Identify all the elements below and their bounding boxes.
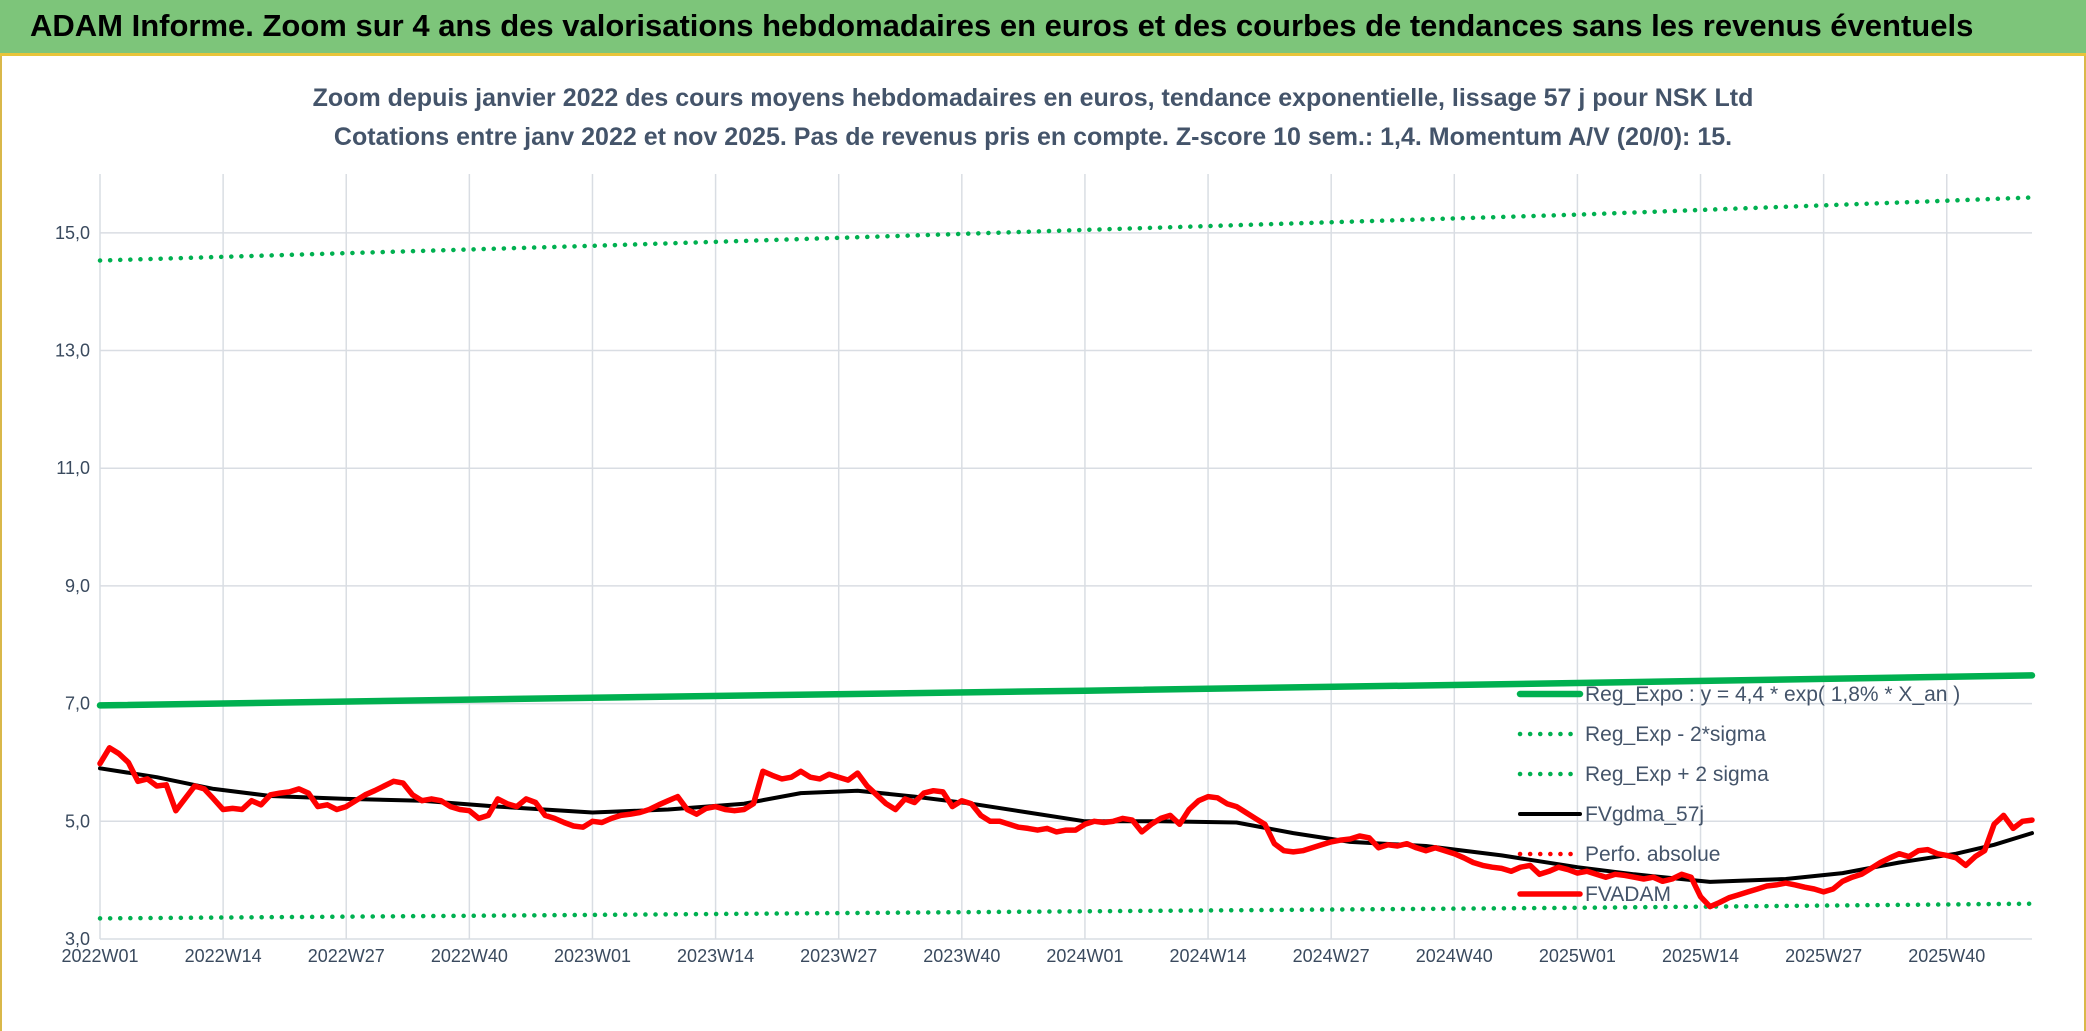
x-tick-label: 2025W14 [1662,946,1739,966]
y-tick-label: 7,0 [65,694,90,714]
y-tick-label: 9,0 [65,576,90,596]
legend-label: FVADAM [1585,883,1671,906]
y-tick-label: 5,0 [65,811,90,831]
series-reg_exp-line [97,901,2035,921]
legend-label: Reg_Expo : y = 4,4 * exp( 1,8% * X_an ) [1585,683,1960,706]
x-tick-label: 2023W14 [677,946,754,966]
x-tick-label: 2024W14 [1170,946,1247,966]
x-tick-label: 2024W01 [1046,946,1123,966]
x-tick-label: 2024W27 [1293,946,1370,966]
legend-label: Perfo. absolue [1585,843,1720,866]
x-tick-label: 2024W40 [1416,946,1493,966]
x-tick-label: 2022W01 [61,946,138,966]
x-tick-label: 2023W40 [923,946,1000,966]
x-tick-label: 2022W27 [308,946,385,966]
axis-labels: 3,0 5,0 7,0 9,0 11,0 13,0 15,0 2022W01 2022W14 20… [55,223,1985,966]
y-tick-label: 3,0 [65,929,90,949]
series-reg_expo-line [96,672,2036,709]
x-tick-label: 2025W40 [1908,946,1985,966]
grid [99,174,2032,940]
x-tick-label: 2025W01 [1539,946,1616,966]
y-tick-label: 11,0 [56,458,90,478]
y-tick-label: 13,0 [55,341,90,361]
legend: Reg_Expo : y = 4,4 * exp( 1,8% * X_an ) R… [1516,683,1960,906]
series-fvadam-line [97,745,2035,910]
x-tick-label: 2025W27 [1785,946,1862,966]
chart-title: Zoom depuis janvier 2022 des cours moyen… [313,84,1754,112]
legend-label: FVgdma_57j [1585,803,1704,826]
y-tick-label: 15,0 [55,223,90,243]
chart-subtitle: Cotations entre janv 2022 et nov 2025. P… [334,123,1732,151]
legend-label: Reg_Exp - 2*sigma [1585,723,1766,746]
line-chart: Zoom depuis janvier 2022 des cours moyen… [55,84,2036,966]
series-lines [96,195,2036,921]
x-tick-label: 2022W14 [185,946,262,966]
report-banner: ADAM Informe. Zoom sur 4 ans des valoris… [0,0,2086,56]
x-tick-label: 2022W40 [431,946,508,966]
x-tick-label: 2023W27 [800,946,877,966]
chart-container: Zoom depuis janvier 2022 des cours moyen… [0,56,2086,1031]
legend-label: Reg_Exp + 2 sigma [1585,763,1769,786]
report-title: ADAM Informe. Zoom sur 4 ans des valoris… [30,8,1974,43]
series-reg_exp-line [97,195,2035,263]
x-tick-label: 2023W01 [554,946,631,966]
